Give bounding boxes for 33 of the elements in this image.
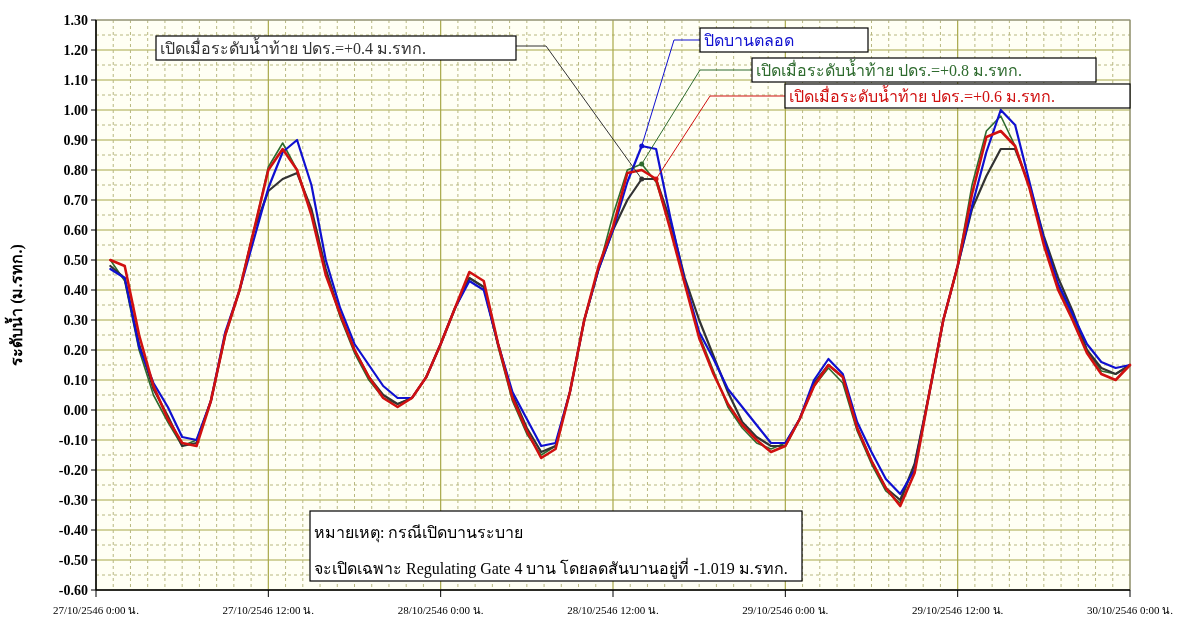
y-tick-label: 0.00 xyxy=(63,403,88,418)
y-tick-label: 0.60 xyxy=(63,223,88,238)
y-tick-label: 0.70 xyxy=(63,193,88,208)
y-tick-label: -0.40 xyxy=(58,523,88,538)
note: หมายเหตุ: กรณีเปิดบานระบาย จะเปิดเฉพาะ Regulating Gate 4 บาน โดยลดสันบานอยู่ที่ -1.019 ม.รทก. xyxy=(309,510,803,582)
annotation: หมายเหตุ: กรณีเปิดบานระบาย xyxy=(314,524,524,543)
y-tick-label: -0.20 xyxy=(58,463,88,478)
x-tick-label: 29/10/2546 0:00 น. xyxy=(742,604,829,616)
y-tick-label: 0.10 xyxy=(63,373,88,388)
y-tick-label: 0.80 xyxy=(63,163,88,178)
y-tick-label: -0.50 xyxy=(58,553,88,568)
y-tick-label: 0.20 xyxy=(63,343,88,358)
y-tick-label: 0.40 xyxy=(63,283,88,298)
y-tick-label: 1.30 xyxy=(63,13,88,28)
y-tick-label: 1.10 xyxy=(63,73,88,88)
callout: เปิดเมื่อระดับน้ำท้าย ปดร.=+0.4 ม.รทก. xyxy=(155,35,645,182)
y-tick-label: 0.90 xyxy=(63,133,88,148)
y-tick-label: -0.10 xyxy=(58,433,88,448)
y-axis-title: ระดับน้ำ (ม.รทก.) xyxy=(4,244,26,366)
x-tick-label: 27/10/2546 0:00 น. xyxy=(53,604,140,616)
x-tick-label: 28/10/2546 0:00 น. xyxy=(397,604,484,616)
y-tick-label: -0.30 xyxy=(58,493,88,508)
y-tick-label: 1.20 xyxy=(63,43,88,58)
x-tick-label: 30/10/2546 0:00 น. xyxy=(1087,604,1174,616)
annotation: จะเปิดเฉพาะ Regulating Gate 4 บาน โดยลดสันบานอยู่ที่ -1.019 ม.รทก. xyxy=(314,557,788,579)
y-tick-label: -0.60 xyxy=(58,583,88,598)
callout: เปิดเมื่อระดับน้ำท้าย ปดร.=+0.6 ม.รทก. xyxy=(653,83,1131,182)
y-tick-label: 0.50 xyxy=(63,253,88,268)
y-tick-label: 0.30 xyxy=(63,313,88,328)
x-tick-label: 27/10/2546 12:00 น. xyxy=(222,604,315,616)
x-tick-label: 28/10/2546 12:00 น. xyxy=(567,604,659,616)
x-tick-label: 29/10/2546 12:00 น. xyxy=(911,604,1004,616)
y-tick-label: 1.00 xyxy=(63,103,88,118)
